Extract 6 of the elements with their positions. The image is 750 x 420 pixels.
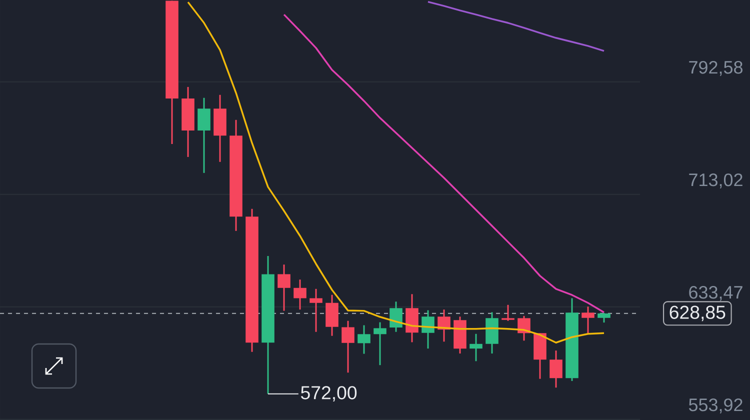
y-tick-label: 713,02 bbox=[689, 173, 742, 188]
y-tick-label: 792,58 bbox=[689, 60, 742, 76]
y-tick-label: 553,92 bbox=[688, 398, 742, 414]
annotation: 572,00 bbox=[300, 386, 357, 402]
y-tick-label: 633,47 bbox=[689, 286, 742, 301]
ref-line-label: 628,85 bbox=[670, 306, 726, 322]
